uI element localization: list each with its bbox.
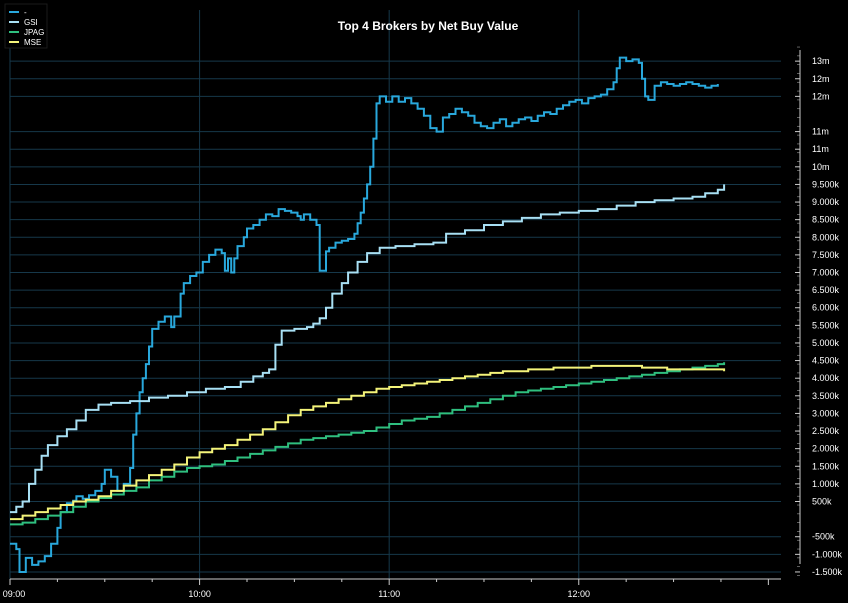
y-tick-label: 7.000k bbox=[812, 268, 840, 278]
y-tick-label: 12m bbox=[812, 91, 830, 101]
y-tick-label: 4.000k bbox=[812, 373, 840, 383]
y-tick-label: 6.000k bbox=[812, 303, 840, 313]
y-tick-label: 11m bbox=[812, 127, 829, 137]
y-tick-label: 2.500k bbox=[812, 426, 840, 436]
y-tick-label: -1.500k bbox=[812, 567, 843, 577]
y-tick-label: -1.000k bbox=[812, 549, 843, 559]
series-line-gsi bbox=[10, 184, 726, 514]
y-tick-label: 9.500k bbox=[812, 179, 840, 189]
y-tick-label: 1.500k bbox=[812, 461, 840, 471]
y-tick-label: 2.000k bbox=[812, 444, 840, 454]
x-tick-label: 11:00 bbox=[378, 589, 400, 599]
y-tick-label: 1.000k bbox=[812, 479, 840, 489]
y-tick-label: 12m bbox=[812, 74, 830, 84]
y-tick-label: 7.500k bbox=[812, 250, 840, 260]
y-tick-label: 6.500k bbox=[812, 285, 840, 295]
y-tick-label: 8.500k bbox=[812, 215, 840, 225]
series-layer bbox=[10, 56, 726, 573]
y-tick-label: 5.000k bbox=[812, 338, 840, 348]
axis-layer: 13m 12m 12m 11m 11m 10m 9.500k 9.000k 8.500k 8.00… bbox=[3, 46, 843, 599]
y-tick-label: 9.000k bbox=[812, 197, 840, 207]
x-tick-label: 12:00 bbox=[568, 589, 591, 599]
chart-title: Top 4 Brokers by Net Buy Value bbox=[338, 19, 519, 33]
y-tick-label: 3.500k bbox=[812, 391, 840, 401]
series-line-mse bbox=[10, 364, 726, 521]
x-tick-label: 10:00 bbox=[188, 589, 211, 599]
y-tick-label: 10m bbox=[812, 162, 830, 172]
y-tick-label: 8.000k bbox=[812, 232, 840, 242]
series-line-jpag bbox=[10, 362, 726, 526]
y-tick-label: -500k bbox=[812, 532, 835, 542]
legend-label: JPAG bbox=[24, 28, 44, 37]
y-tick-label: 500k bbox=[812, 496, 832, 506]
x-tick-label: 09:00 bbox=[3, 589, 26, 599]
y-tick-label: 5.500k bbox=[812, 320, 840, 330]
y-tick-label: 13m bbox=[812, 56, 830, 66]
legend-label: GSI bbox=[24, 18, 38, 27]
legend-label: - bbox=[24, 8, 27, 17]
grid-layer bbox=[9, 10, 781, 579]
series-line-dash bbox=[10, 56, 719, 573]
y-tick-label: 4.500k bbox=[812, 356, 840, 366]
y-tick-label: 11m bbox=[812, 144, 829, 154]
legend-label: MSE bbox=[24, 38, 41, 47]
y-tick-label: 3.000k bbox=[812, 408, 840, 418]
